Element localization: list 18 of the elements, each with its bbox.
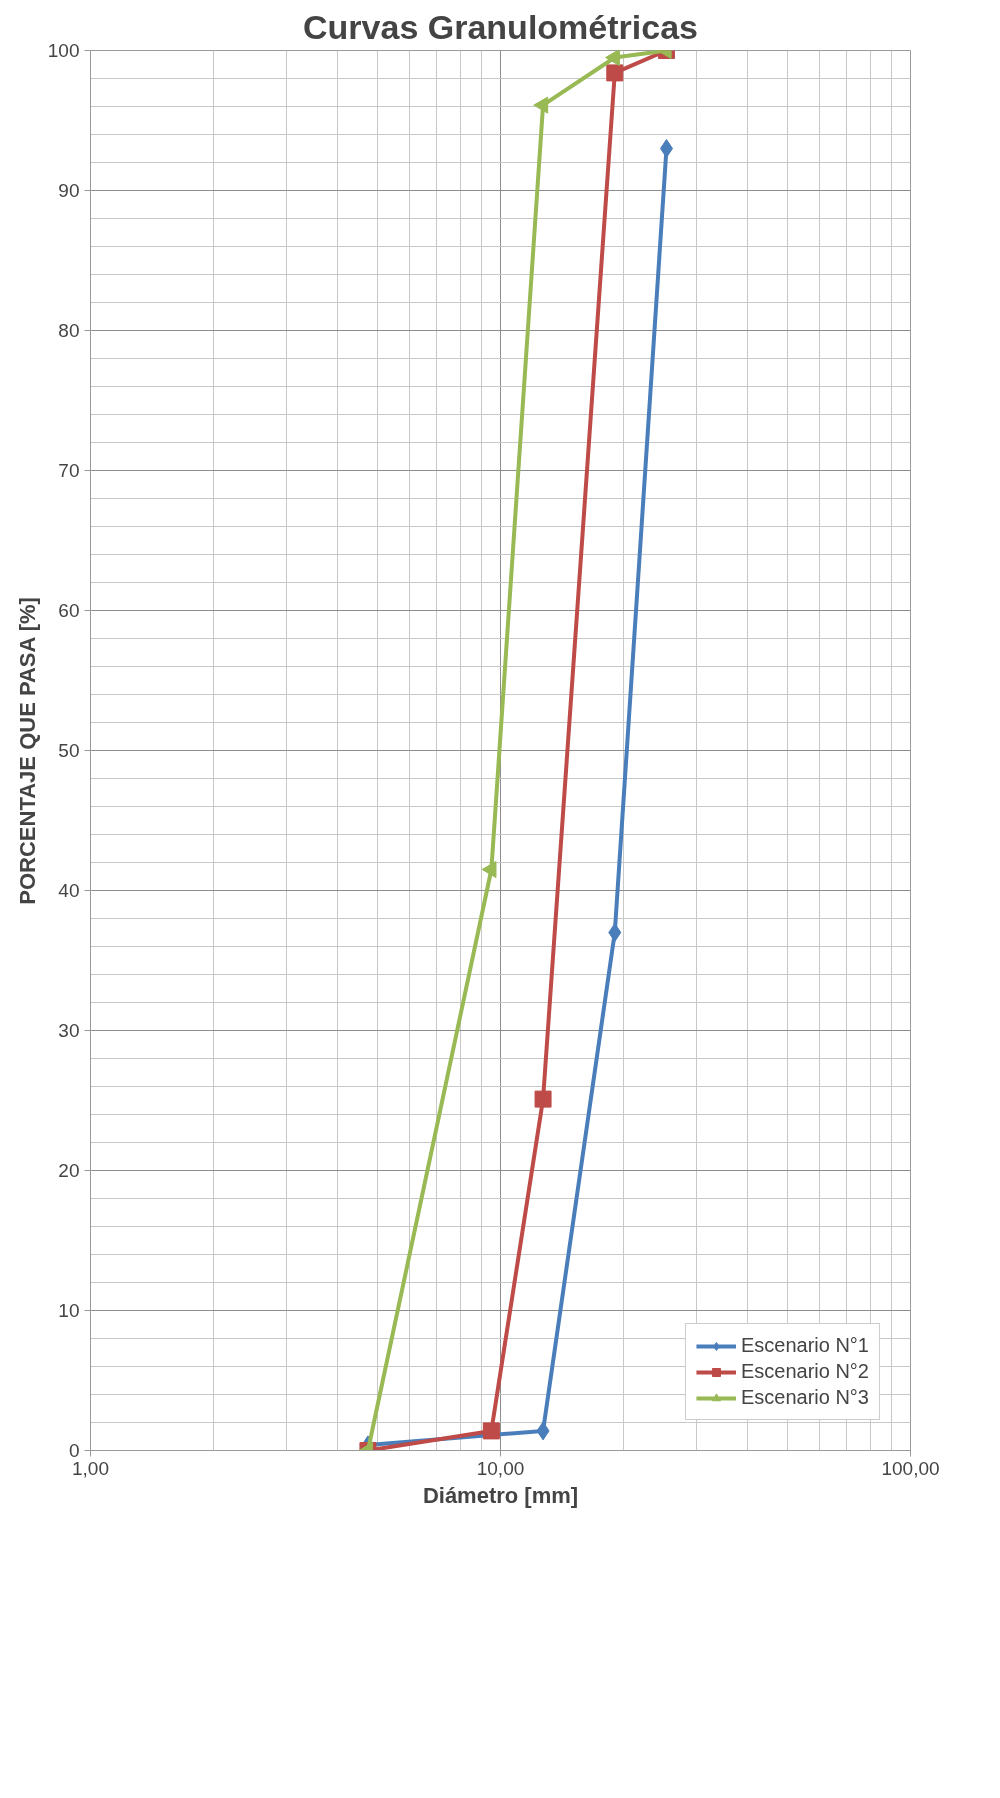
y-tick-label: 30 [58, 1020, 80, 1041]
legend-label: Escenario N°1 [740, 1334, 869, 1357]
y-tick-label: 20 [58, 1160, 80, 1181]
y-tick-label: 50 [58, 740, 80, 761]
x-tick-label: 10,00 [476, 1457, 525, 1479]
y-tick-label: 70 [58, 460, 80, 481]
x-axis-title: Diámetro [mm] [422, 1482, 579, 1508]
y-tick-label: 10 [58, 1300, 80, 1321]
chart-title: Curvas Granulométricas [303, 7, 698, 46]
y-tick-label: 40 [58, 880, 80, 901]
legend-label: Escenario N°3 [740, 1386, 869, 1409]
y-tick-label: 100 [47, 40, 80, 61]
legend-label: Escenario N°2 [740, 1360, 869, 1383]
x-tick-label: 100,00 [881, 1457, 940, 1479]
y-tick-label: 90 [58, 180, 80, 201]
y-tick-label: 80 [58, 320, 80, 341]
y-axis-title: PORCENTAJE QUE PASA [%] [14, 597, 40, 905]
y-tick-label: 60 [58, 600, 80, 621]
